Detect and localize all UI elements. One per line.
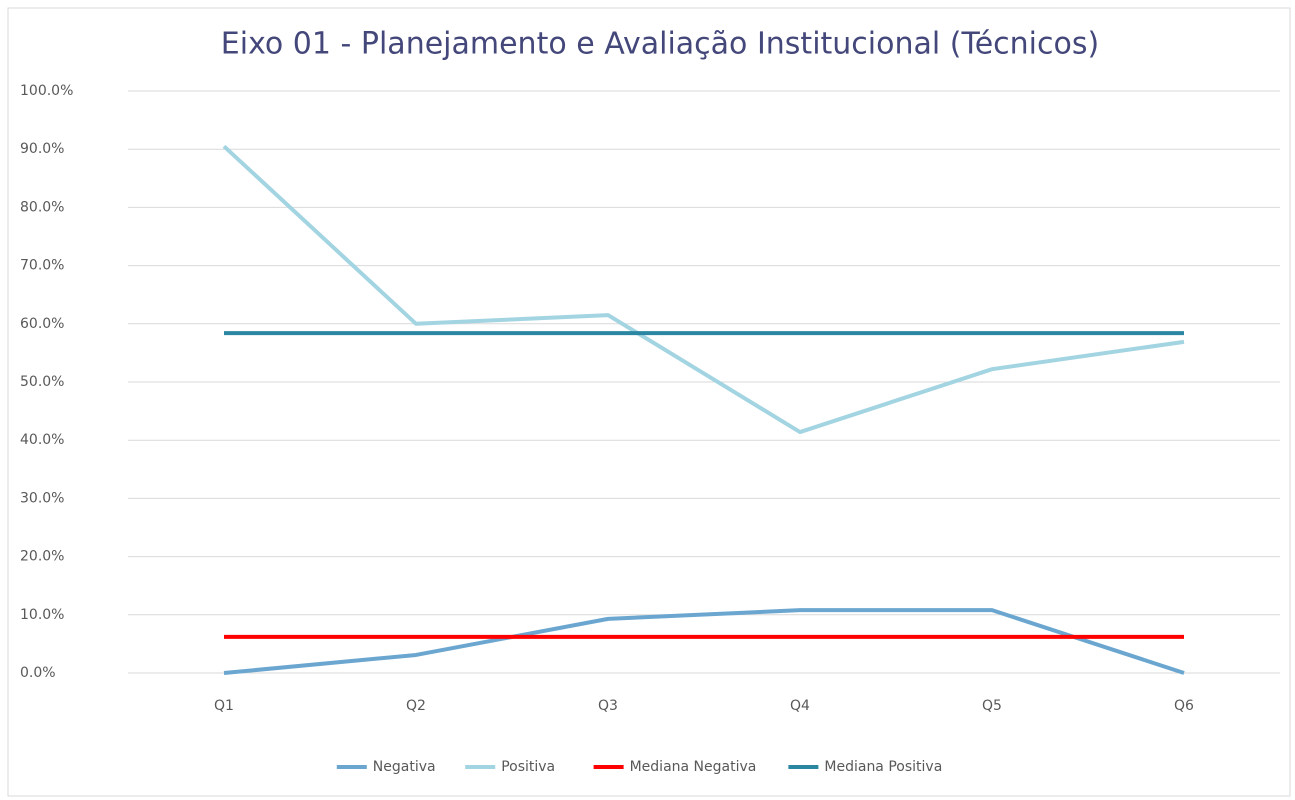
chart-title: Eixo 01 - Planejamento e Avaliação Insti… bbox=[221, 27, 1099, 62]
legend-label: Positiva bbox=[501, 759, 555, 775]
y-tick-label: 30.0% bbox=[20, 490, 64, 506]
x-tick-label: Q3 bbox=[598, 698, 618, 714]
x-tick-label: Q4 bbox=[790, 698, 810, 714]
y-tick-label: 70.0% bbox=[20, 258, 64, 274]
y-tick-label: 10.0% bbox=[20, 607, 64, 623]
legend-label: Mediana Positiva bbox=[824, 759, 942, 775]
x-tick-label: Q6 bbox=[1174, 698, 1194, 714]
y-tick-label: 0.0% bbox=[20, 665, 56, 681]
legend-label: Mediana Negativa bbox=[630, 759, 757, 775]
y-tick-label: 50.0% bbox=[20, 374, 64, 390]
y-tick-label: 60.0% bbox=[20, 316, 64, 332]
y-tick-label: 80.0% bbox=[20, 199, 64, 215]
y-tick-label: 90.0% bbox=[20, 141, 64, 157]
x-tick-label: Q2 bbox=[406, 698, 426, 714]
y-tick-label: 20.0% bbox=[20, 549, 64, 565]
series-line bbox=[222, 144, 1185, 435]
x-tick-label: Q5 bbox=[982, 698, 1002, 714]
x-tick-label: Q1 bbox=[214, 698, 234, 714]
series-line bbox=[223, 608, 1185, 675]
y-tick-label: 40.0% bbox=[20, 432, 64, 448]
legend-label: Negativa bbox=[373, 759, 436, 775]
chart-border bbox=[7, 7, 1291, 797]
y-tick-label: 100.0% bbox=[20, 83, 73, 99]
